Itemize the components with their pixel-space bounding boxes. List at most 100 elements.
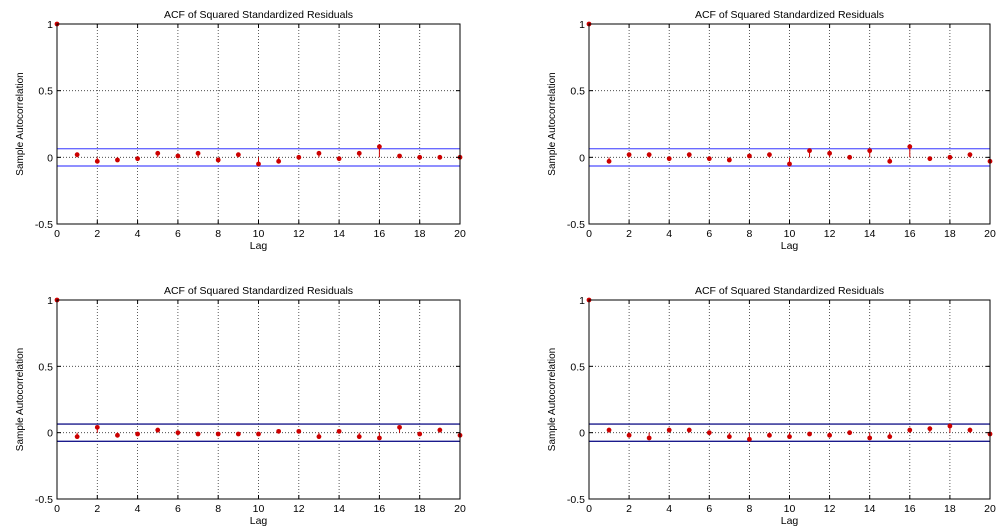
acf-point <box>686 152 692 158</box>
x-tick-label: 20 <box>454 228 466 240</box>
acf-point <box>767 432 772 438</box>
acf-point <box>626 432 632 438</box>
acf-point <box>417 431 423 437</box>
x-tick-label: 20 <box>984 503 996 515</box>
acf-point <box>867 435 873 441</box>
y-tick-label: 1 <box>579 295 585 307</box>
acf-point <box>437 427 443 433</box>
acf-point <box>155 427 161 433</box>
y-tick-label: -0.5 <box>35 494 53 506</box>
x-tick-label: 20 <box>454 503 466 515</box>
acf-point <box>967 427 973 433</box>
acf-point <box>276 158 282 164</box>
acf-point <box>646 152 652 158</box>
acf-point <box>666 156 672 162</box>
acf-point <box>807 148 812 154</box>
y-tick-label: -0.5 <box>567 494 585 506</box>
x-tick-label: 4 <box>135 503 141 515</box>
y-tick-label: 1 <box>47 19 53 31</box>
x-tick-label: 18 <box>414 503 426 515</box>
y-axis-label: Sample Autocorrelation <box>15 72 26 175</box>
x-tick-label: 16 <box>374 503 386 515</box>
acf-point <box>827 150 832 156</box>
acf-point <box>215 157 221 163</box>
acf-point <box>927 156 933 162</box>
acf-point <box>626 152 632 158</box>
acf-point <box>706 430 712 436</box>
x-tick-label: 8 <box>746 228 752 240</box>
acf-point <box>747 436 752 442</box>
acf-point <box>726 157 732 163</box>
acf-point <box>175 153 181 159</box>
acf-point <box>235 431 241 437</box>
x-tick-label: 4 <box>666 228 672 240</box>
chart-title: ACF of Squared Standardized Residuals <box>695 285 884 297</box>
x-axis-label: Lag <box>781 240 799 252</box>
acf-point <box>807 431 812 437</box>
acf-point <box>356 150 362 156</box>
acf-point <box>316 150 322 156</box>
y-axis-label: Sample Autocorrelation <box>547 72 558 175</box>
acf-point <box>155 150 161 156</box>
acf-point <box>336 428 342 434</box>
acf-point <box>377 435 382 441</box>
acf-point <box>74 434 80 440</box>
x-tick-label: 10 <box>784 503 796 515</box>
y-tick-label: -0.5 <box>35 219 53 231</box>
x-tick-label: 16 <box>374 228 386 240</box>
x-tick-label: 2 <box>94 228 100 240</box>
acf-point <box>646 435 652 441</box>
acf-point <box>747 153 752 159</box>
y-tick-label: 0 <box>47 152 53 164</box>
acf-point <box>947 154 953 160</box>
acf-point <box>296 154 302 160</box>
acf-point <box>115 157 120 163</box>
x-tick-label: 16 <box>904 228 916 240</box>
x-tick-label: 4 <box>666 503 672 515</box>
y-tick-label: 0 <box>47 428 53 440</box>
acf-point <box>397 153 402 159</box>
acf-point <box>847 430 853 436</box>
x-tick-label: 6 <box>175 228 181 240</box>
x-tick-label: 6 <box>706 503 712 515</box>
x-tick-label: 2 <box>626 228 632 240</box>
acf-point <box>135 431 141 437</box>
x-tick-label: 4 <box>135 228 141 240</box>
acf-point <box>94 158 100 164</box>
acf-point <box>235 152 241 158</box>
y-axis-label: Sample Autocorrelation <box>15 348 26 451</box>
y-tick-label: 1 <box>47 295 53 307</box>
acf-point <box>256 161 261 167</box>
x-tick-label: 6 <box>706 228 712 240</box>
acf-point <box>195 431 201 437</box>
x-tick-label: 12 <box>824 228 836 240</box>
x-tick-label: 8 <box>215 503 221 515</box>
acf-point <box>316 434 322 440</box>
acf-point <box>377 144 382 150</box>
acf-point <box>827 432 832 438</box>
x-tick-label: 0 <box>54 503 60 515</box>
x-tick-label: 18 <box>944 503 956 515</box>
y-tick-label: 0 <box>579 428 585 440</box>
x-tick-label: 2 <box>94 503 100 515</box>
x-tick-label: 2 <box>626 503 632 515</box>
x-tick-label: 18 <box>944 228 956 240</box>
x-tick-label: 6 <box>175 503 181 515</box>
acf-point <box>336 156 342 162</box>
y-tick-label: -0.5 <box>567 219 585 231</box>
x-tick-label: 14 <box>864 503 876 515</box>
y-tick-label: 0.5 <box>38 86 53 98</box>
x-tick-label: 14 <box>333 503 345 515</box>
acf-point <box>417 154 423 160</box>
acf-point <box>135 156 141 162</box>
acf-point <box>195 150 201 156</box>
acf-point <box>907 144 913 150</box>
acf-point <box>94 424 100 430</box>
x-axis-label: Lag <box>250 240 268 252</box>
x-tick-label: 16 <box>904 503 916 515</box>
